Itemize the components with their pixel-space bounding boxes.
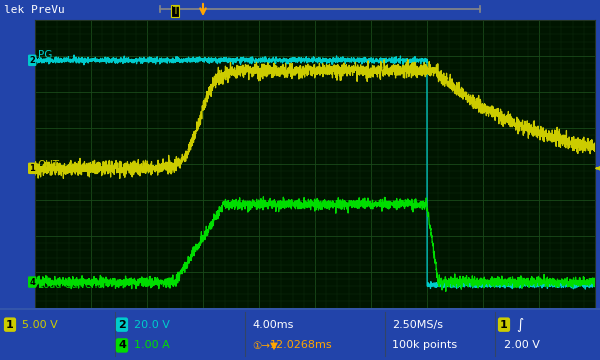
- Text: 1: 1: [500, 320, 508, 330]
- Text: ∫: ∫: [516, 318, 523, 332]
- Text: 12.0268ms: 12.0268ms: [270, 341, 332, 350]
- Text: 2.50MS/s: 2.50MS/s: [392, 320, 443, 330]
- Text: 20.0 V: 20.0 V: [134, 320, 170, 330]
- Text: 2: 2: [29, 56, 35, 65]
- Text: 5.00 V: 5.00 V: [22, 320, 58, 330]
- Text: 100k points: 100k points: [392, 341, 457, 350]
- Text: 2: 2: [118, 320, 126, 330]
- Text: 4: 4: [29, 278, 35, 287]
- Text: 1.00 A: 1.00 A: [134, 341, 170, 350]
- Text: PG: PG: [38, 50, 52, 59]
- Text: lek PreVu: lek PreVu: [4, 5, 65, 15]
- Text: ①→▼: ①→▼: [252, 341, 278, 350]
- Text: 4: 4: [118, 341, 126, 350]
- Text: OUT: OUT: [38, 161, 60, 170]
- Text: 2.00 V: 2.00 V: [504, 341, 540, 350]
- Text: Load Current: Load Current: [38, 280, 101, 290]
- Text: 1: 1: [6, 320, 14, 330]
- Text: 1: 1: [29, 164, 35, 173]
- Text: T: T: [172, 6, 178, 16]
- Text: 4.00ms: 4.00ms: [252, 320, 293, 330]
